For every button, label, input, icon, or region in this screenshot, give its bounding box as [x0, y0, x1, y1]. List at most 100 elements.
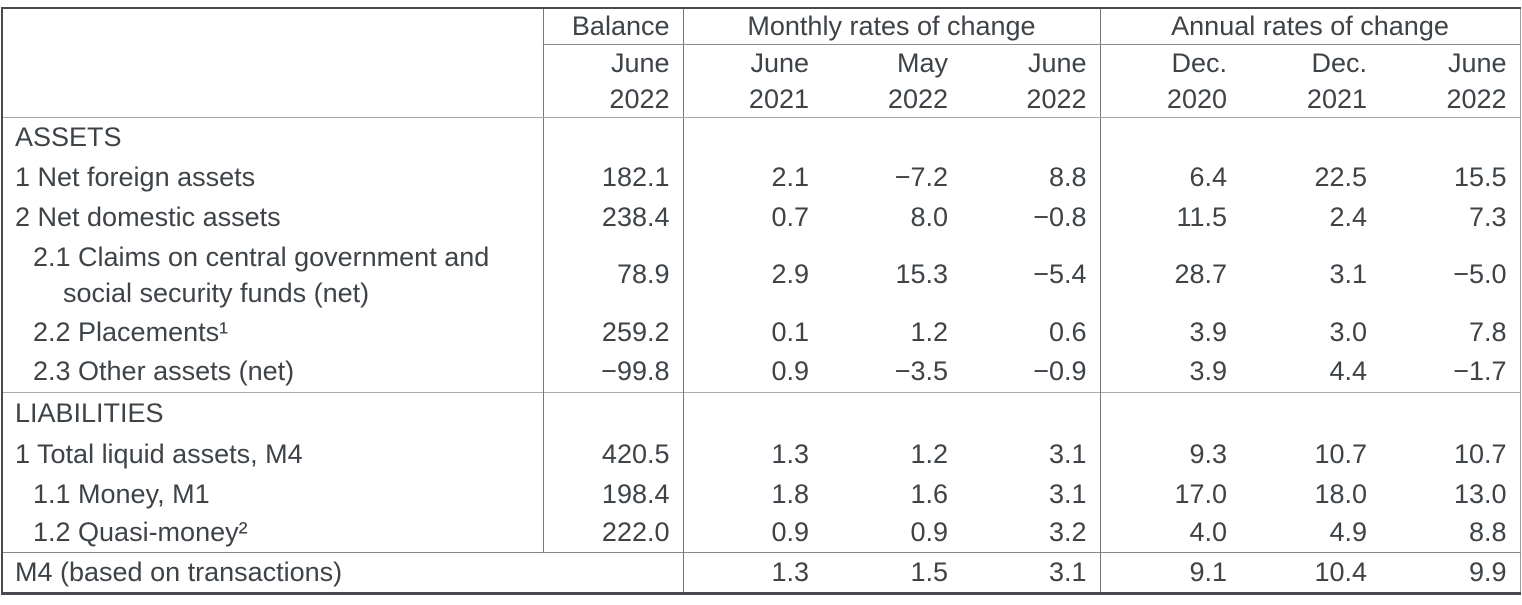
period-month: June: [750, 47, 809, 78]
empty-cell: [822, 391, 961, 434]
balance-value: 222.0: [542, 514, 683, 552]
balance-value: 420.5: [542, 434, 683, 474]
row-label: 2.3 Other assets (net): [33, 356, 295, 387]
empty-cell: [1380, 117, 1520, 157]
annual-value: 3.9: [1099, 312, 1240, 352]
period-year: 2022: [1026, 83, 1087, 114]
row-label: 1 Net foreign assets: [15, 161, 256, 192]
balance-value: 238.4: [542, 197, 683, 237]
period-month: Dec.: [1171, 47, 1227, 78]
monthly-value: 1.2: [910, 438, 948, 469]
row-label: 2.1 Claims on central government and soc…: [2, 237, 543, 312]
table-row-claims-central-government: 2.1 Claims on central government and soc…: [2, 237, 1520, 312]
annual-value: 2.4: [1329, 201, 1367, 232]
monthly-value: 1.8: [682, 474, 822, 514]
period-year: 2022: [887, 83, 948, 114]
monthly-value: 8.0: [910, 201, 948, 232]
row-label: 2 Net domestic assets: [15, 201, 281, 232]
annual-value: 10.7: [1314, 438, 1367, 469]
row-label: 1 Total liquid assets, M4: [15, 438, 303, 469]
annual-value: 15.5: [1453, 161, 1507, 192]
table-row-total-liquid-assets-m4: 1 Total liquid assets, M4 420.5 1.3 1.2 …: [2, 434, 1520, 474]
monthly-value: 3.1: [961, 551, 1100, 593]
empty-cell: [1240, 117, 1380, 157]
period-month: May: [896, 47, 948, 78]
empty-cell: [1380, 391, 1521, 434]
annual-value: 3.9: [1099, 352, 1240, 392]
balance-value: 198.4: [542, 474, 683, 514]
empty-cell: [682, 117, 822, 157]
section-row-liabilities: LIABILITIES: [2, 391, 1521, 434]
monetary-aggregates-table: Balance Monthly rates of change Annual r…: [1, 7, 1521, 595]
annual-value: 3.1: [1329, 259, 1367, 289]
balance-value: 182.1: [542, 157, 683, 197]
monthly-value: −3.5: [894, 356, 948, 387]
column-header-monthly-june-2022: June 2022: [961, 44, 1100, 118]
monthly-value: 0.9: [682, 514, 822, 552]
period-month: June: [1447, 47, 1507, 78]
section-label: ASSETS: [15, 121, 122, 152]
period-month: June: [1027, 47, 1087, 78]
monthly-value: 3.1: [1048, 438, 1087, 469]
annual-value: 6.4: [1099, 157, 1240, 197]
balance-value: −99.8: [542, 352, 683, 392]
annual-value: 7.3: [1468, 201, 1507, 232]
empty-cell: [682, 391, 822, 434]
column-header-annual-dec-2021: Dec. 2021: [1240, 44, 1380, 118]
annual-value: 7.8: [1468, 316, 1507, 347]
empty-cell: [542, 391, 683, 434]
period-year: 2020: [1166, 83, 1227, 114]
annual-value: 10.4: [1240, 551, 1380, 593]
column-header-annual-june-2022: June 2022: [1380, 44, 1521, 118]
period-year: 2021: [748, 83, 809, 114]
monthly-value: 0.6: [1048, 316, 1087, 347]
row-label: 1.1 Money, M1: [33, 478, 210, 509]
annual-value: 18.0: [1314, 478, 1367, 509]
annual-value: 4.0: [1099, 514, 1240, 552]
empty-cell: [961, 117, 1100, 157]
monthly-value: 1.3: [682, 434, 822, 474]
monthly-value: 0.1: [682, 312, 822, 352]
annual-value: 4.4: [1329, 356, 1367, 387]
column-header-balance-june-2022: June 2022: [542, 44, 683, 118]
monthly-value: 1.3: [682, 551, 822, 593]
header-group-row: Balance Monthly rates of change Annual r…: [2, 8, 1521, 118]
period-month: Dec.: [1311, 47, 1367, 78]
period-month: June: [610, 47, 670, 78]
monthly-value: 0.9: [910, 517, 948, 548]
annual-value: −1.7: [1453, 356, 1507, 387]
annual-value: 17.0: [1099, 474, 1240, 514]
monthly-value: 1.6: [910, 478, 948, 509]
monthly-value: −0.8: [1033, 201, 1087, 232]
table-row-net-foreign-assets: 1 Net foreign assets 182.1 2.1 −7.2 8.8 …: [2, 157, 1520, 197]
monthly-value: 2.9: [682, 237, 822, 312]
row-label: 1.2 Quasi-money²: [33, 517, 248, 548]
monthly-value: −0.9: [1033, 356, 1087, 387]
monthly-value: −7.2: [894, 161, 948, 192]
table-row-money-m1: 1.1 Money, M1 198.4 1.8 1.6 3.1 17.0 18.…: [2, 474, 1520, 514]
balance-group-header: Balance: [542, 8, 683, 45]
annual-value: 22.5: [1314, 161, 1367, 192]
column-header-annual-dec-2020: Dec. 2020: [1099, 44, 1240, 118]
period-year: 2021: [1306, 83, 1367, 114]
period-year: 2022: [609, 83, 670, 114]
row-label: 2.2 Placements¹: [33, 316, 229, 347]
header-period-row: June 2022 June 2021 May 2022 June 2022 D…: [2, 44, 1521, 118]
row-label-line2: social security funds (net): [63, 277, 370, 308]
annual-rates-group-header: Annual rates of change: [1099, 8, 1521, 45]
monthly-value: −5.4: [1033, 259, 1087, 289]
monthly-value: 8.8: [1048, 161, 1087, 192]
monthly-value: 1.5: [822, 551, 961, 593]
monthly-rates-group-header: Monthly rates of change: [682, 8, 1100, 45]
section-row-assets: ASSETS: [2, 117, 1520, 157]
monthly-value: 0.7: [682, 197, 822, 237]
annual-value: 28.7: [1099, 237, 1240, 312]
period-year: 2022: [1446, 83, 1507, 114]
column-header-monthly-may-2022: May 2022: [822, 44, 961, 118]
annual-value: 8.8: [1468, 517, 1507, 548]
annual-value: 11.5: [1099, 197, 1240, 237]
empty-cell: [1099, 391, 1240, 434]
empty-cell: [1099, 117, 1240, 157]
annual-value: 9.9: [1380, 551, 1521, 593]
table-row-net-domestic-assets: 2 Net domestic assets 238.4 0.7 8.0 −0.8…: [2, 197, 1520, 237]
